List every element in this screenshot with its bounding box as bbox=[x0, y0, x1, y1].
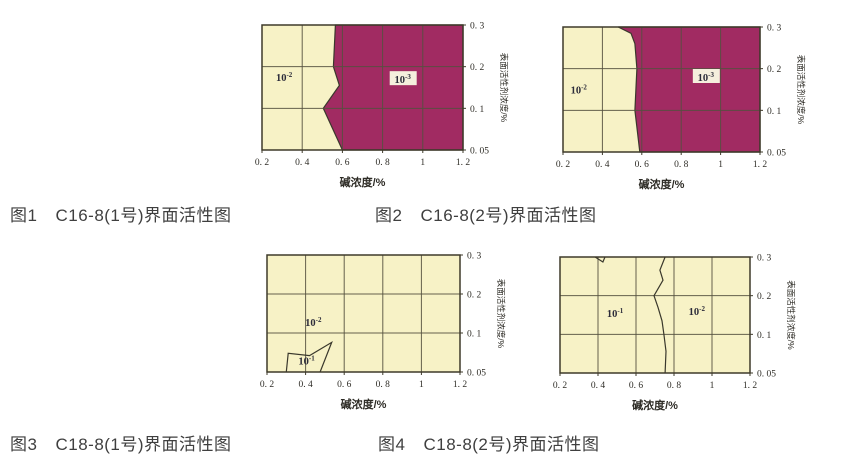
figure-caption-1: 图1 C16-8(1号)界面活性图 bbox=[10, 201, 232, 226]
x-tick-label: 1. 2 bbox=[456, 158, 471, 168]
y-tick-label: 0. 2 bbox=[470, 63, 485, 73]
y-tick-label: 0. 05 bbox=[757, 370, 776, 380]
plot-area bbox=[560, 257, 750, 373]
region-label-10e-2: 10-2 bbox=[276, 71, 293, 84]
y-tick-label: 0. 3 bbox=[470, 22, 485, 32]
contour-line bbox=[653, 256, 667, 374]
x-tick-label: 0. 2 bbox=[553, 381, 568, 391]
figure-number: 图3 bbox=[10, 435, 38, 454]
y-tick-label: 0. 3 bbox=[467, 252, 482, 262]
y-axis-title: 表面活性剂浓度/% bbox=[499, 53, 509, 123]
region-label-10e-3: 10-3 bbox=[395, 73, 412, 86]
figure-title: C18-8(1号)界面活性图 bbox=[55, 435, 232, 454]
region-label-10e-2: 10-2 bbox=[689, 305, 706, 318]
figure-caption-2: 图2 C16-8(2号)界面活性图 bbox=[375, 201, 597, 226]
contour-line bbox=[285, 340, 333, 373]
x-tick-label: 1. 2 bbox=[743, 381, 758, 391]
chart-fig4-c18-8-no2: 0. 2 0. 4 0. 6 0. 8 1 1. 2 0. 05 0. 1 0. 2 0. 3 碱浓… bbox=[551, 244, 821, 439]
x-tick-label: 0. 4 bbox=[295, 158, 310, 168]
chart-fig2-c16-8-no2: 0. 2 0. 4 0. 6 0. 8 1 1. 2 0. 05 0. 1 0. 2 0. 3 碱浓… bbox=[554, 14, 824, 219]
x-tick-label: 0. 4 bbox=[595, 160, 610, 170]
chart-canvas: 0. 2 0. 4 0. 6 0. 8 1 1. 20. 05 0. 1 0. 2 0. 3 碱浓… bbox=[255, 22, 509, 190]
x-tick-label: 0. 6 bbox=[337, 380, 352, 390]
plot-border bbox=[266, 254, 461, 373]
x-tick-label: 0. 8 bbox=[376, 380, 391, 390]
x-axis-title: 碱浓度/% bbox=[341, 397, 387, 411]
figure-title: C18-8(2号)界面活性图 bbox=[423, 435, 600, 454]
figure-number: 图2 bbox=[375, 206, 403, 225]
region-label-10e-3: 10-3 bbox=[698, 71, 715, 84]
x-tick-label: 0. 6 bbox=[629, 381, 644, 391]
y-tick-label: 0. 1 bbox=[470, 105, 485, 115]
chart-fig1-c16-8-no1: 0. 2 0. 4 0. 6 0. 8 1 1. 2 0. 05 0. 1 0. 2 0. 3 碱浓… bbox=[253, 12, 523, 217]
y-tick-label: 0. 3 bbox=[757, 254, 772, 264]
y-tick-label: 0. 1 bbox=[467, 330, 482, 340]
x-tick-label: 1 bbox=[710, 381, 715, 391]
x-tick-label: 1 bbox=[420, 158, 425, 168]
x-tick-label: 0. 2 bbox=[556, 160, 571, 170]
plot-border bbox=[261, 24, 464, 151]
region-label-box bbox=[389, 71, 417, 86]
x-tick-label: 1 bbox=[419, 380, 424, 390]
plot-border bbox=[559, 256, 751, 374]
x-tick-label: 1. 2 bbox=[453, 380, 468, 390]
plot-border bbox=[562, 26, 761, 153]
x-tick-label: 0. 2 bbox=[255, 158, 270, 168]
figure-title: C16-8(1号)界面活性图 bbox=[55, 206, 232, 225]
x-axis-title: 碱浓度/% bbox=[340, 175, 386, 189]
y-axis-title: 表面活性剂浓度/% bbox=[496, 279, 506, 349]
figure-caption-3: 图3 C18-8(1号)界面活性图 bbox=[10, 430, 232, 455]
y-axis-title: 表面活性剂浓度/% bbox=[796, 55, 806, 125]
chart-canvas: 0. 2 0. 4 0. 6 0. 8 1 1. 20. 05 0. 1 0. 2 0. 3 碱浓… bbox=[553, 254, 796, 413]
region-label-10e-1: 10-1 bbox=[298, 354, 315, 367]
x-tick-label: 0. 8 bbox=[375, 158, 390, 168]
y-tick-label: 0. 3 bbox=[767, 24, 782, 34]
chart-fig3-c18-8-no1: 0. 2 0. 4 0. 6 0. 8 1 1. 2 0. 05 0. 1 0. 2 0. 3 碱浓… bbox=[258, 242, 528, 437]
chart-canvas: 0. 2 0. 4 0. 6 0. 8 1 1. 20. 05 0. 1 0. 2 0. 3 碱浓… bbox=[260, 252, 506, 412]
x-tick-label: 0. 6 bbox=[635, 160, 650, 170]
y-tick-label: 0. 2 bbox=[757, 292, 772, 302]
x-axis-title: 碱浓度/% bbox=[639, 177, 685, 191]
x-tick-label: 1. 2 bbox=[753, 160, 768, 170]
region-label-10e-1: 10-1 bbox=[607, 307, 624, 320]
x-tick-label: 0. 8 bbox=[674, 160, 689, 170]
region-10e-3-area bbox=[617, 26, 761, 153]
plot-area bbox=[267, 255, 460, 372]
x-tick-label: 0. 4 bbox=[298, 380, 313, 390]
y-tick-label: 0. 05 bbox=[767, 149, 786, 159]
y-tick-label: 0. 2 bbox=[767, 65, 782, 75]
x-tick-label: 0. 4 bbox=[591, 381, 606, 391]
figure-number: 图4 bbox=[378, 435, 406, 454]
figure-number: 图1 bbox=[10, 206, 38, 225]
y-tick-label: 0. 2 bbox=[467, 291, 482, 301]
region-label-box bbox=[692, 69, 720, 83]
region-10e-3-area bbox=[322, 24, 464, 151]
figure-title: C16-8(2号)界面活性图 bbox=[420, 206, 597, 225]
figure-caption-4: 图4 C18-8(2号)界面活性图 bbox=[378, 430, 600, 455]
y-tick-label: 0. 05 bbox=[470, 147, 489, 157]
y-tick-label: 0. 1 bbox=[757, 331, 772, 341]
contour-line bbox=[594, 256, 606, 263]
chart-canvas: 0. 2 0. 4 0. 6 0. 8 1 1. 20. 05 0. 1 0. 2 0. 3 碱浓… bbox=[556, 24, 806, 192]
x-tick-label: 0. 2 bbox=[260, 380, 275, 390]
x-tick-label: 1 bbox=[718, 160, 723, 170]
y-tick-label: 0. 1 bbox=[767, 107, 782, 117]
x-axis-title: 碱浓度/% bbox=[632, 398, 678, 412]
x-tick-label: 0. 6 bbox=[335, 158, 350, 168]
y-axis-title: 表面活性剂浓度/% bbox=[786, 280, 796, 350]
x-tick-label: 0. 8 bbox=[667, 381, 682, 391]
region-label-10e-2: 10-2 bbox=[305, 316, 322, 329]
region-label-10e-2: 10-2 bbox=[571, 84, 588, 97]
y-tick-label: 0. 05 bbox=[467, 369, 486, 379]
